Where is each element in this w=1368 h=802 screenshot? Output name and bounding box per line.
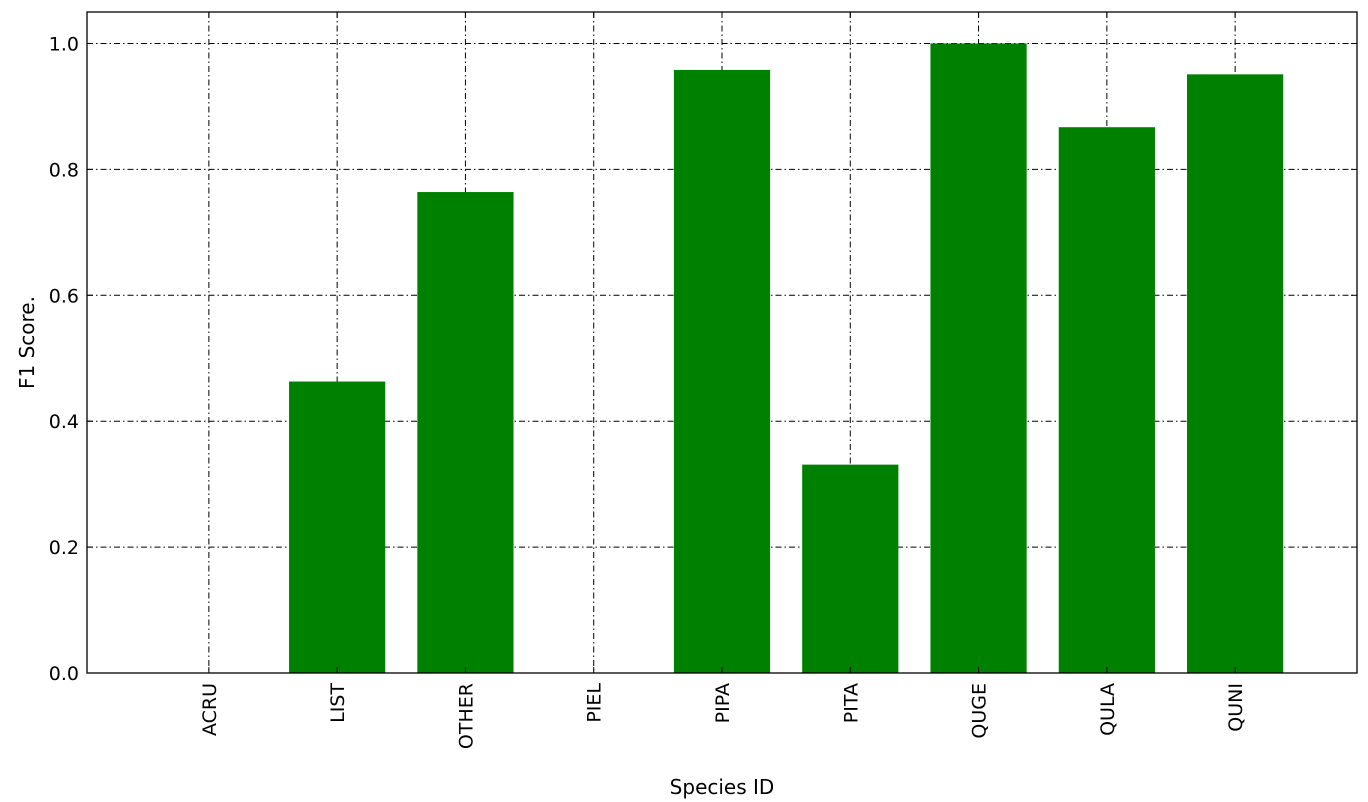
bar-qula [1058, 127, 1155, 673]
y-tick-label: 1.0 [49, 33, 79, 55]
bar-list [289, 381, 386, 673]
x-tick-label: QULA [1097, 683, 1119, 736]
bars-layer [289, 43, 1284, 673]
x-tick-label: ACRU [199, 683, 221, 736]
y-tick-label: 0.2 [49, 537, 79, 559]
ticks-layer: 0.0 0.2 0.4 0.6 0.8 1.0 ACRU LIST OTHER PIEL PIPA P… [49, 12, 1357, 749]
x-tick-label: OTHER [455, 683, 477, 749]
x-axis-label: Species ID [670, 775, 775, 799]
x-tick-label: QUGE [969, 683, 991, 739]
bar-other [417, 192, 514, 673]
x-tick-label: LIST [327, 683, 349, 723]
x-tick-label: QUNI [1225, 683, 1247, 732]
bar-quge [930, 43, 1027, 673]
plot-frame [86, 11, 1358, 674]
bar-pipa [673, 69, 771, 673]
y-tick-label: 0.0 [49, 663, 79, 685]
y-tick-label: 0.4 [49, 411, 79, 433]
y-tick-label: 0.8 [49, 159, 79, 181]
x-tick-label: PIPA [712, 683, 734, 723]
bar-quni [1187, 74, 1284, 673]
x-tick-label: PIEL [584, 683, 606, 723]
y-tick-label: 0.6 [49, 285, 79, 307]
x-tick-label: PITA [840, 683, 862, 723]
y-axis-label: F1 Score. [15, 296, 39, 389]
bar-pita [802, 464, 899, 673]
